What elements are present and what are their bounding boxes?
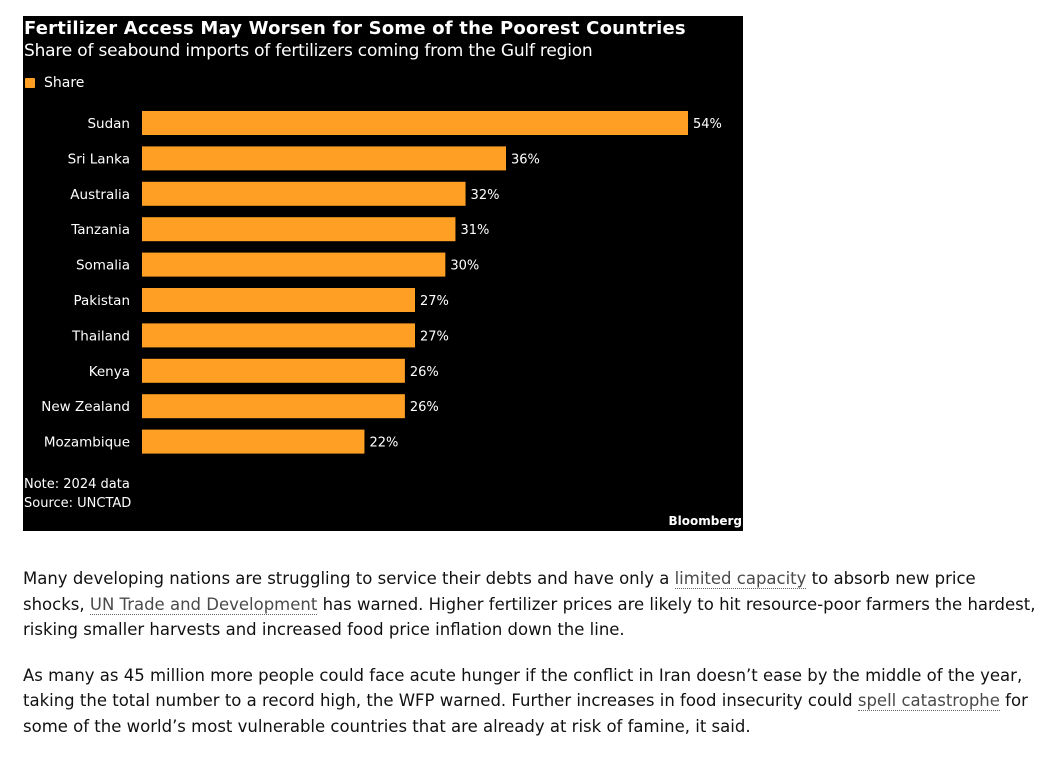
chart-legend: Share [25, 75, 84, 91]
bar [142, 288, 415, 312]
chart-source: Source: UNCTAD [24, 496, 132, 511]
paragraph-1-text-c: has warned. Higher fertilizer prices are… [23, 594, 1036, 640]
paragraph-2-text-b: for some of the world’s most vulnerable … [23, 691, 1028, 736]
un-trade-development-link[interactable]: UN Trade and Development [89, 594, 318, 615]
value-label: 26% [410, 365, 439, 380]
category-label: New Zealand [41, 399, 130, 415]
article-paragraph-1: Many developing nations are struggling t… [23, 566, 1038, 643]
article-paragraph-2: As many as 45 million more people could … [23, 663, 1038, 740]
bar [142, 111, 688, 135]
category-label: Sudan [87, 116, 130, 132]
category-label: Tanzania [70, 222, 130, 238]
article-body: Many developing nations are struggling t… [23, 566, 1038, 759]
bar [142, 323, 415, 348]
value-label: 32% [471, 188, 500, 203]
bar [142, 181, 466, 206]
bar-plot: Sudan 54% Sri Lanka 36% Australia 32% Tanzania… [41, 111, 722, 454]
category-label: Thailand [71, 328, 130, 344]
chart-subtitle: Share of seabound imports of fertilizers… [24, 41, 593, 61]
chart-title: Fertilizer Access May Worsen for Some of… [24, 18, 686, 39]
bar [142, 252, 446, 277]
value-label: 27% [420, 329, 449, 344]
bar [142, 394, 405, 419]
chart-footnote: Note: 2024 data Source: UNCTAD [24, 475, 131, 513]
legend-swatch [25, 78, 35, 88]
bar [142, 358, 405, 383]
paragraph-1-text-a: Many developing nations are struggling t… [23, 569, 675, 588]
value-label: 54% [693, 117, 722, 132]
chart-graphic: Fertilizer Access May Worsen for Some of… [23, 16, 743, 531]
category-label: Somalia [76, 258, 130, 274]
value-label: 26% [410, 400, 439, 415]
chart-note: Note: 2024 data [24, 477, 130, 492]
bar [142, 429, 365, 454]
category-label: Mozambique [44, 435, 130, 451]
value-label: 36% [511, 152, 540, 167]
value-label: 22% [369, 436, 398, 451]
value-label: 27% [420, 294, 449, 309]
category-label: Kenya [89, 364, 130, 380]
limited-capacity-link[interactable]: limited capacity [674, 569, 807, 589]
paragraph-2-text-a: As many as 45 million more people could … [23, 665, 1023, 711]
category-label: Sri Lanka [68, 151, 130, 167]
category-label: Australia [70, 187, 130, 203]
bar [142, 146, 506, 171]
value-label: 30% [450, 259, 479, 274]
bloomberg-logo: Bloomberg [668, 514, 743, 528]
bar [142, 217, 456, 242]
category-label: Pakistan [73, 293, 130, 309]
value-label: 31% [460, 223, 489, 238]
legend-label: Share [44, 75, 85, 91]
paragraph-1-text-b: to absorb new price shocks, [23, 569, 976, 614]
spell-catastrophe-link[interactable]: spell catastrophe [857, 691, 1000, 711]
